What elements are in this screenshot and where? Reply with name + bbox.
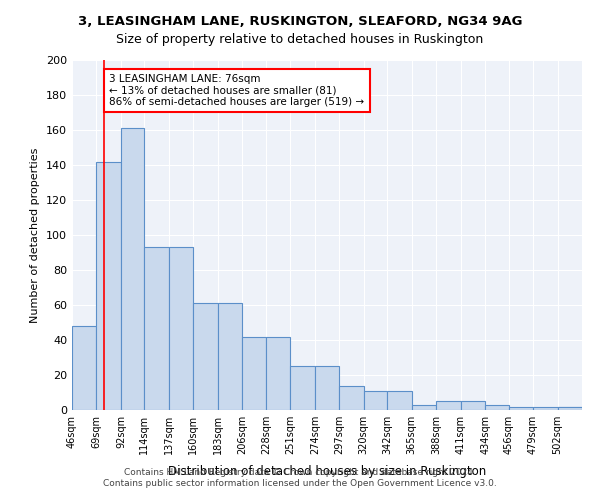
Text: 3 LEASINGHAM LANE: 76sqm
← 13% of detached houses are smaller (81)
86% of semi-d: 3 LEASINGHAM LANE: 76sqm ← 13% of detach… [109,74,364,107]
Bar [412,405,436,410]
Text: 3, LEASINGHAM LANE, RUSKINGTON, SLEAFORD, NG34 9AG: 3, LEASINGHAM LANE, RUSKINGTON, SLEAFORD… [78,15,522,28]
Bar [97,162,121,410]
Bar [485,405,509,410]
Bar [266,336,290,410]
Bar [461,401,485,410]
Bar [72,326,97,410]
Text: Contains HM Land Registry data © Crown copyright and database right 2024.
Contai: Contains HM Land Registry data © Crown c… [103,468,497,487]
Bar [169,248,193,410]
Bar [509,406,533,410]
Bar [436,401,461,410]
X-axis label: Distribution of detached houses by size in Ruskington: Distribution of detached houses by size … [168,466,486,478]
Bar [242,336,266,410]
Text: Size of property relative to detached houses in Ruskington: Size of property relative to detached ho… [116,32,484,46]
Bar [315,366,339,410]
Bar [145,248,169,410]
Bar [364,391,387,410]
Bar [121,128,145,410]
Bar [387,391,412,410]
Bar [193,303,218,410]
Bar [218,303,242,410]
Bar [557,406,582,410]
Bar [339,386,364,410]
Bar [533,406,557,410]
Bar [557,406,582,410]
Y-axis label: Number of detached properties: Number of detached properties [31,148,40,322]
Bar [290,366,315,410]
